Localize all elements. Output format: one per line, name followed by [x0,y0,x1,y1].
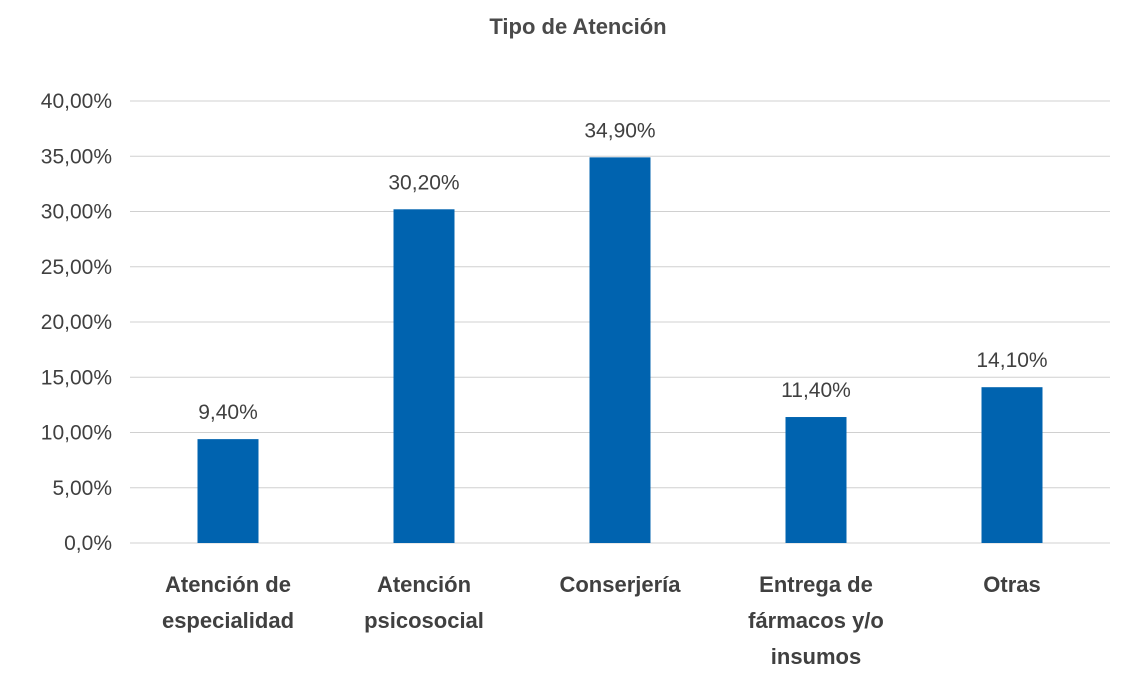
x-tick-label-line: especialidad [162,608,294,633]
y-tick-label: 15,00% [41,366,112,389]
x-tick-label: Otras [983,572,1040,597]
x-tick-label: Atención psicosocial [364,572,484,633]
y-tick-label: 10,00% [41,422,112,445]
bar [393,209,455,544]
data-labels: 9,40% 30,20% 34,90% 11,40% 14,10% [198,119,1047,424]
x-tick-label-line: Atención [377,572,471,597]
x-axis-ticks: Atención de especialidad Atención psicosoci… [162,572,1041,669]
y-tick-label: 40,00% [41,90,112,113]
data-label: 9,40% [198,401,258,424]
data-label: 14,10% [976,349,1047,372]
bars [197,157,1043,544]
y-axis-ticks: 0,0% 5,00% 10,00% 15,00% 20,00% 25,00% 30,00% 3… [41,90,112,555]
y-tick-label: 30,00% [41,201,112,224]
y-tick-label: 20,00% [41,311,112,334]
x-tick-label-line: insumos [771,644,861,669]
x-tick-label: Entrega de fármacos y/o insumos [748,572,884,669]
x-tick-label: Atención de especialidad [162,572,294,633]
x-tick-label-line: Atención de [165,572,291,597]
bar [197,439,259,543]
x-tick-label-line: Entrega de [759,572,873,597]
bar [981,387,1043,543]
y-tick-label: 35,00% [41,145,112,168]
data-label: 11,40% [781,379,851,402]
x-tick-label-line: Conserjería [559,572,681,597]
x-tick-label-line: Otras [983,572,1040,597]
y-tick-label: 25,00% [41,256,112,279]
x-tick-label: Conserjería [559,572,681,597]
x-tick-label-line: fármacos y/o [748,608,884,633]
data-label: 30,20% [388,171,459,194]
x-tick-label-line: psicosocial [364,608,484,633]
y-tick-label: 5,00% [52,477,112,500]
data-label: 34,90% [584,119,655,142]
y-tick-label: 0,0% [64,532,112,555]
bar [589,157,651,544]
chart-title: Tipo de Atención [489,14,666,39]
bar [785,417,847,543]
